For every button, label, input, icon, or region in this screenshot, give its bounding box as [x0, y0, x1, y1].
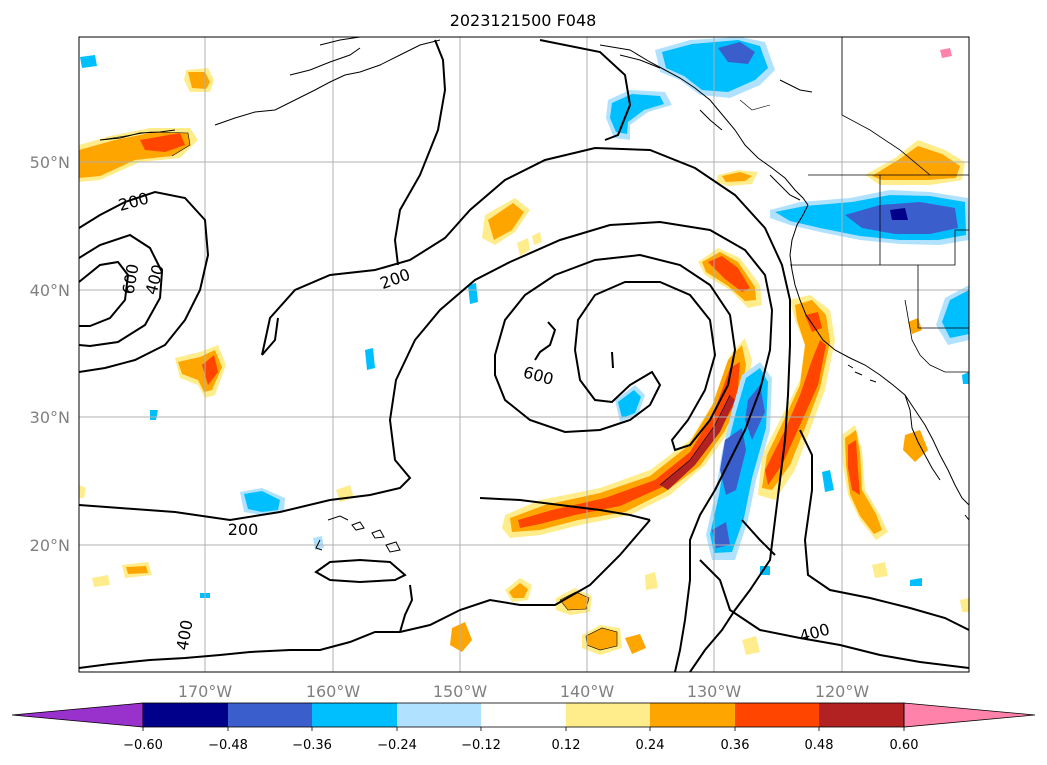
colorbar-tick: 0.24: [636, 738, 665, 753]
colorbar-tick: −0.36: [292, 738, 332, 753]
colorbar-extend-high: [903, 702, 1036, 728]
lat-label: 40°N: [30, 281, 70, 300]
colorbar-segment: [735, 703, 819, 727]
lon-label: 170°W: [178, 682, 233, 701]
colorbar-tick: 0.48: [805, 738, 834, 753]
lon-label: 150°W: [433, 682, 488, 701]
map-title: 2023121500 F048: [450, 11, 597, 30]
colorbar-segment: [650, 703, 735, 727]
negative-anomaly-shading: [80, 37, 969, 598]
colorbar-extend-low: [11, 702, 144, 728]
coastlines: [99, 37, 969, 553]
colorbar: −0.60 −0.48 −0.36 −0.24 −0.12 0.12 0.24 …: [11, 702, 1036, 753]
height-contours: [79, 39, 969, 672]
colorbar-tick: 0.12: [552, 738, 581, 753]
positive-anomaly-shading: [79, 48, 969, 655]
latitude-labels: 50°N 40°N 30°N 20°N: [30, 153, 70, 555]
colorbar-tick: −0.12: [461, 738, 501, 753]
lon-label: 120°W: [815, 682, 870, 701]
colorbar-segment: [819, 703, 904, 727]
political-borders: [790, 37, 969, 373]
colorbar-segment: [143, 703, 228, 727]
colorbar-segment: [397, 703, 481, 727]
lon-label: 130°W: [687, 682, 742, 701]
colorbar-tick: 0.60: [890, 738, 919, 753]
colorbar-tick: −0.48: [208, 738, 248, 753]
map-area: [79, 37, 969, 672]
lon-label: 140°W: [560, 682, 615, 701]
colorbar-tick: 0.36: [721, 738, 750, 753]
graticule: [79, 37, 969, 672]
colorbar-segment: [312, 703, 397, 727]
contour-label: 200: [228, 520, 259, 539]
colorbar-segment: [566, 703, 650, 727]
map-frame: [78, 36, 970, 673]
longitude-labels: 170°W 160°W 150°W 140°W 130°W 120°W: [178, 682, 870, 701]
colorbar-tick: −0.24: [377, 738, 417, 753]
colorbar-tick: −0.60: [123, 738, 163, 753]
colorbar-segment: [228, 703, 312, 727]
lat-label: 20°N: [30, 536, 70, 555]
lat-label: 50°N: [30, 153, 70, 172]
lat-label: 30°N: [30, 408, 70, 427]
lon-label: 160°W: [306, 682, 361, 701]
colorbar-segment: [481, 703, 566, 727]
